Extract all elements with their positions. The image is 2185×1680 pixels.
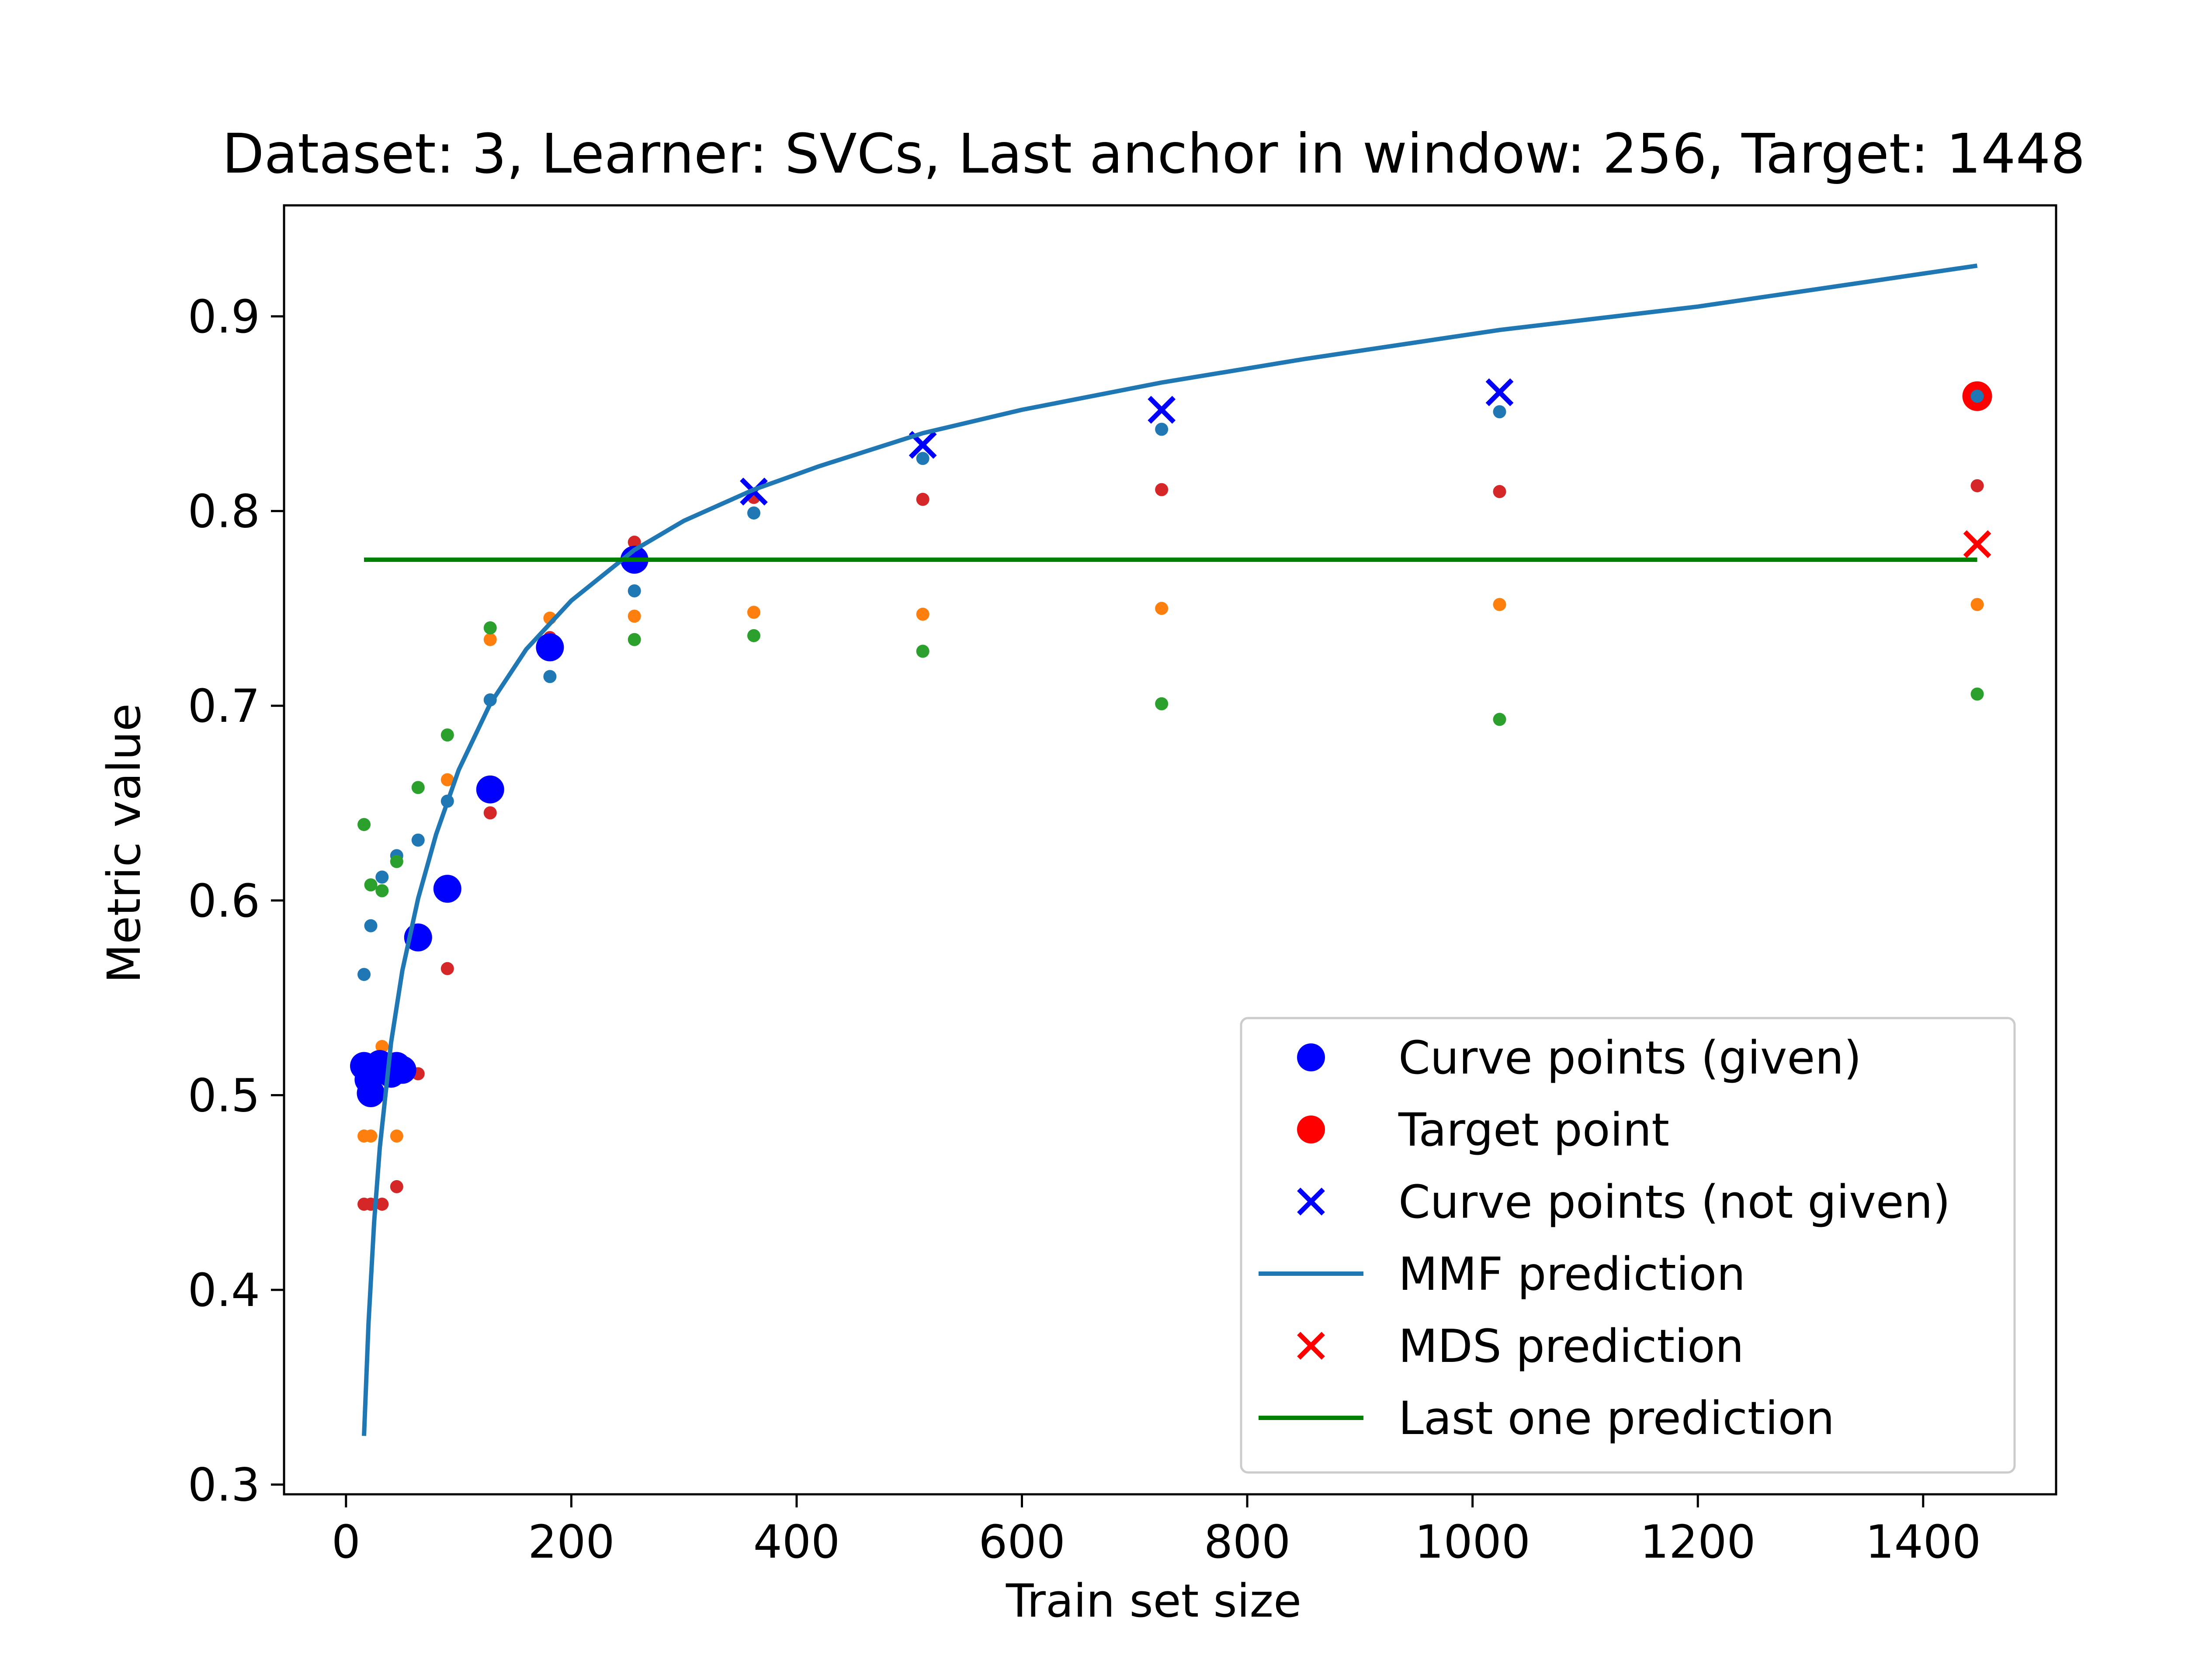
- curve-point-given: [433, 875, 461, 903]
- legend-box: [1240, 1017, 2016, 1474]
- legend-label: Curve points (not given): [1398, 1175, 1950, 1229]
- y-tick-label: 0.3: [188, 1458, 260, 1512]
- background-blue-point: [357, 968, 371, 981]
- background-green-point: [357, 818, 371, 831]
- background-blue-point: [364, 919, 378, 932]
- curve-point-not-given: [1148, 396, 1176, 424]
- chart-title: Dataset: 3, Learner: SVCs, Last anchor i…: [222, 122, 2085, 186]
- legend-item: Curve points (given): [1297, 1031, 1862, 1084]
- background-orange-point: [483, 633, 497, 646]
- legend-label: Target point: [1398, 1103, 1669, 1157]
- background-orange-point: [916, 607, 929, 621]
- background-blue-point: [916, 452, 929, 465]
- curve-point-given: [388, 1056, 416, 1084]
- background-green-point: [1970, 687, 1984, 701]
- background-green-point: [747, 629, 760, 642]
- target-overlay-dot: [1970, 389, 1984, 403]
- background-red-point: [1155, 483, 1169, 496]
- x-tick-label: 400: [753, 1515, 840, 1569]
- background-orange-point: [440, 773, 454, 786]
- legend-label: Last one prediction: [1398, 1392, 1835, 1445]
- legend-label: MMF prediction: [1398, 1247, 1745, 1301]
- y-tick-label: 0.8: [188, 485, 260, 538]
- background-blue-point: [1155, 423, 1169, 436]
- x-tick-label: 0: [332, 1515, 361, 1569]
- background-red-point: [628, 535, 641, 549]
- curve-point-given: [536, 633, 564, 662]
- plot-area: [350, 263, 1992, 1436]
- background-green-point: [364, 878, 378, 892]
- y-tick-label: 0.5: [188, 1069, 260, 1122]
- background-orange-point: [364, 1129, 378, 1143]
- legend-item: Target point: [1297, 1103, 1669, 1157]
- legend-marker-dot: [1297, 1115, 1325, 1143]
- curve-point-given: [476, 775, 504, 804]
- background-blue-point: [543, 670, 557, 683]
- background-green-point: [1155, 697, 1169, 710]
- legend-item: Last one prediction: [1259, 1392, 1835, 1445]
- background-green-point: [375, 884, 389, 897]
- legend-item: MMF prediction: [1259, 1247, 1745, 1301]
- background-blue-point: [628, 584, 641, 598]
- background-red-point: [483, 806, 497, 820]
- x-tick-label: 1400: [1865, 1515, 1981, 1569]
- background-green-point: [483, 621, 497, 634]
- background-red-point: [390, 1180, 403, 1193]
- y-tick-label: 0.9: [188, 290, 260, 343]
- mmf-prediction-line: [362, 263, 1978, 1436]
- background-red-point: [375, 1198, 389, 1211]
- curve-point-not-given: [1485, 378, 1514, 406]
- background-green-point: [411, 781, 425, 794]
- legend-marker-dot: [1297, 1043, 1325, 1071]
- background-blue-point: [747, 506, 760, 520]
- legend-item: MDS prediction: [1297, 1320, 1744, 1373]
- mds-prediction-point: [1963, 530, 1991, 558]
- background-green-point: [916, 644, 929, 658]
- background-green-point: [390, 855, 403, 868]
- background-orange-point: [375, 1040, 389, 1053]
- legend-marker-x: [1297, 1332, 1325, 1360]
- y-tick-label: 0.7: [188, 679, 260, 733]
- background-orange-point: [1493, 598, 1506, 611]
- legend: Curve points (given) Target point Curve po…: [1240, 1017, 2016, 1474]
- axes: 0 200 400 600 800 1000 1200 1400 0.3 0.4 0.5 0.6 0.7…: [188, 204, 2057, 1569]
- background-red-point: [1493, 485, 1506, 499]
- x-tick-label: 1000: [1415, 1515, 1530, 1569]
- legend-label: Curve points (given): [1398, 1031, 1862, 1084]
- background-red-point: [916, 492, 929, 506]
- y-tick-label: 0.4: [188, 1264, 260, 1317]
- background-green-point: [440, 728, 454, 742]
- background-green-point: [1493, 713, 1506, 726]
- legend-item: Curve points (not given): [1297, 1175, 1950, 1229]
- background-green-point: [628, 633, 641, 646]
- x-tick-label: 600: [978, 1515, 1065, 1569]
- background-orange-point: [628, 610, 641, 623]
- background-red-point: [1970, 479, 1984, 492]
- background-orange-point: [1155, 602, 1169, 615]
- curve-point-given: [357, 1079, 385, 1108]
- legend-label: MDS prediction: [1398, 1320, 1744, 1373]
- x-tick-label: 800: [1204, 1515, 1291, 1569]
- x-tick-label: 1200: [1640, 1515, 1756, 1569]
- background-blue-point: [1493, 405, 1506, 419]
- x-tick-label: 200: [528, 1515, 615, 1569]
- y-tick-label: 0.6: [188, 874, 260, 928]
- background-orange-point: [747, 606, 760, 619]
- background-orange-point: [1970, 598, 1984, 611]
- axes-frame: [283, 204, 2057, 1496]
- background-red-point: [440, 962, 454, 975]
- background-blue-point: [375, 870, 389, 884]
- background-blue-point: [411, 833, 425, 847]
- background-orange-point: [390, 1129, 403, 1143]
- legend-marker-x: [1297, 1188, 1325, 1216]
- y-axis-label: Metric value: [97, 703, 151, 983]
- x-axis-label: Train set size: [1006, 1574, 1301, 1628]
